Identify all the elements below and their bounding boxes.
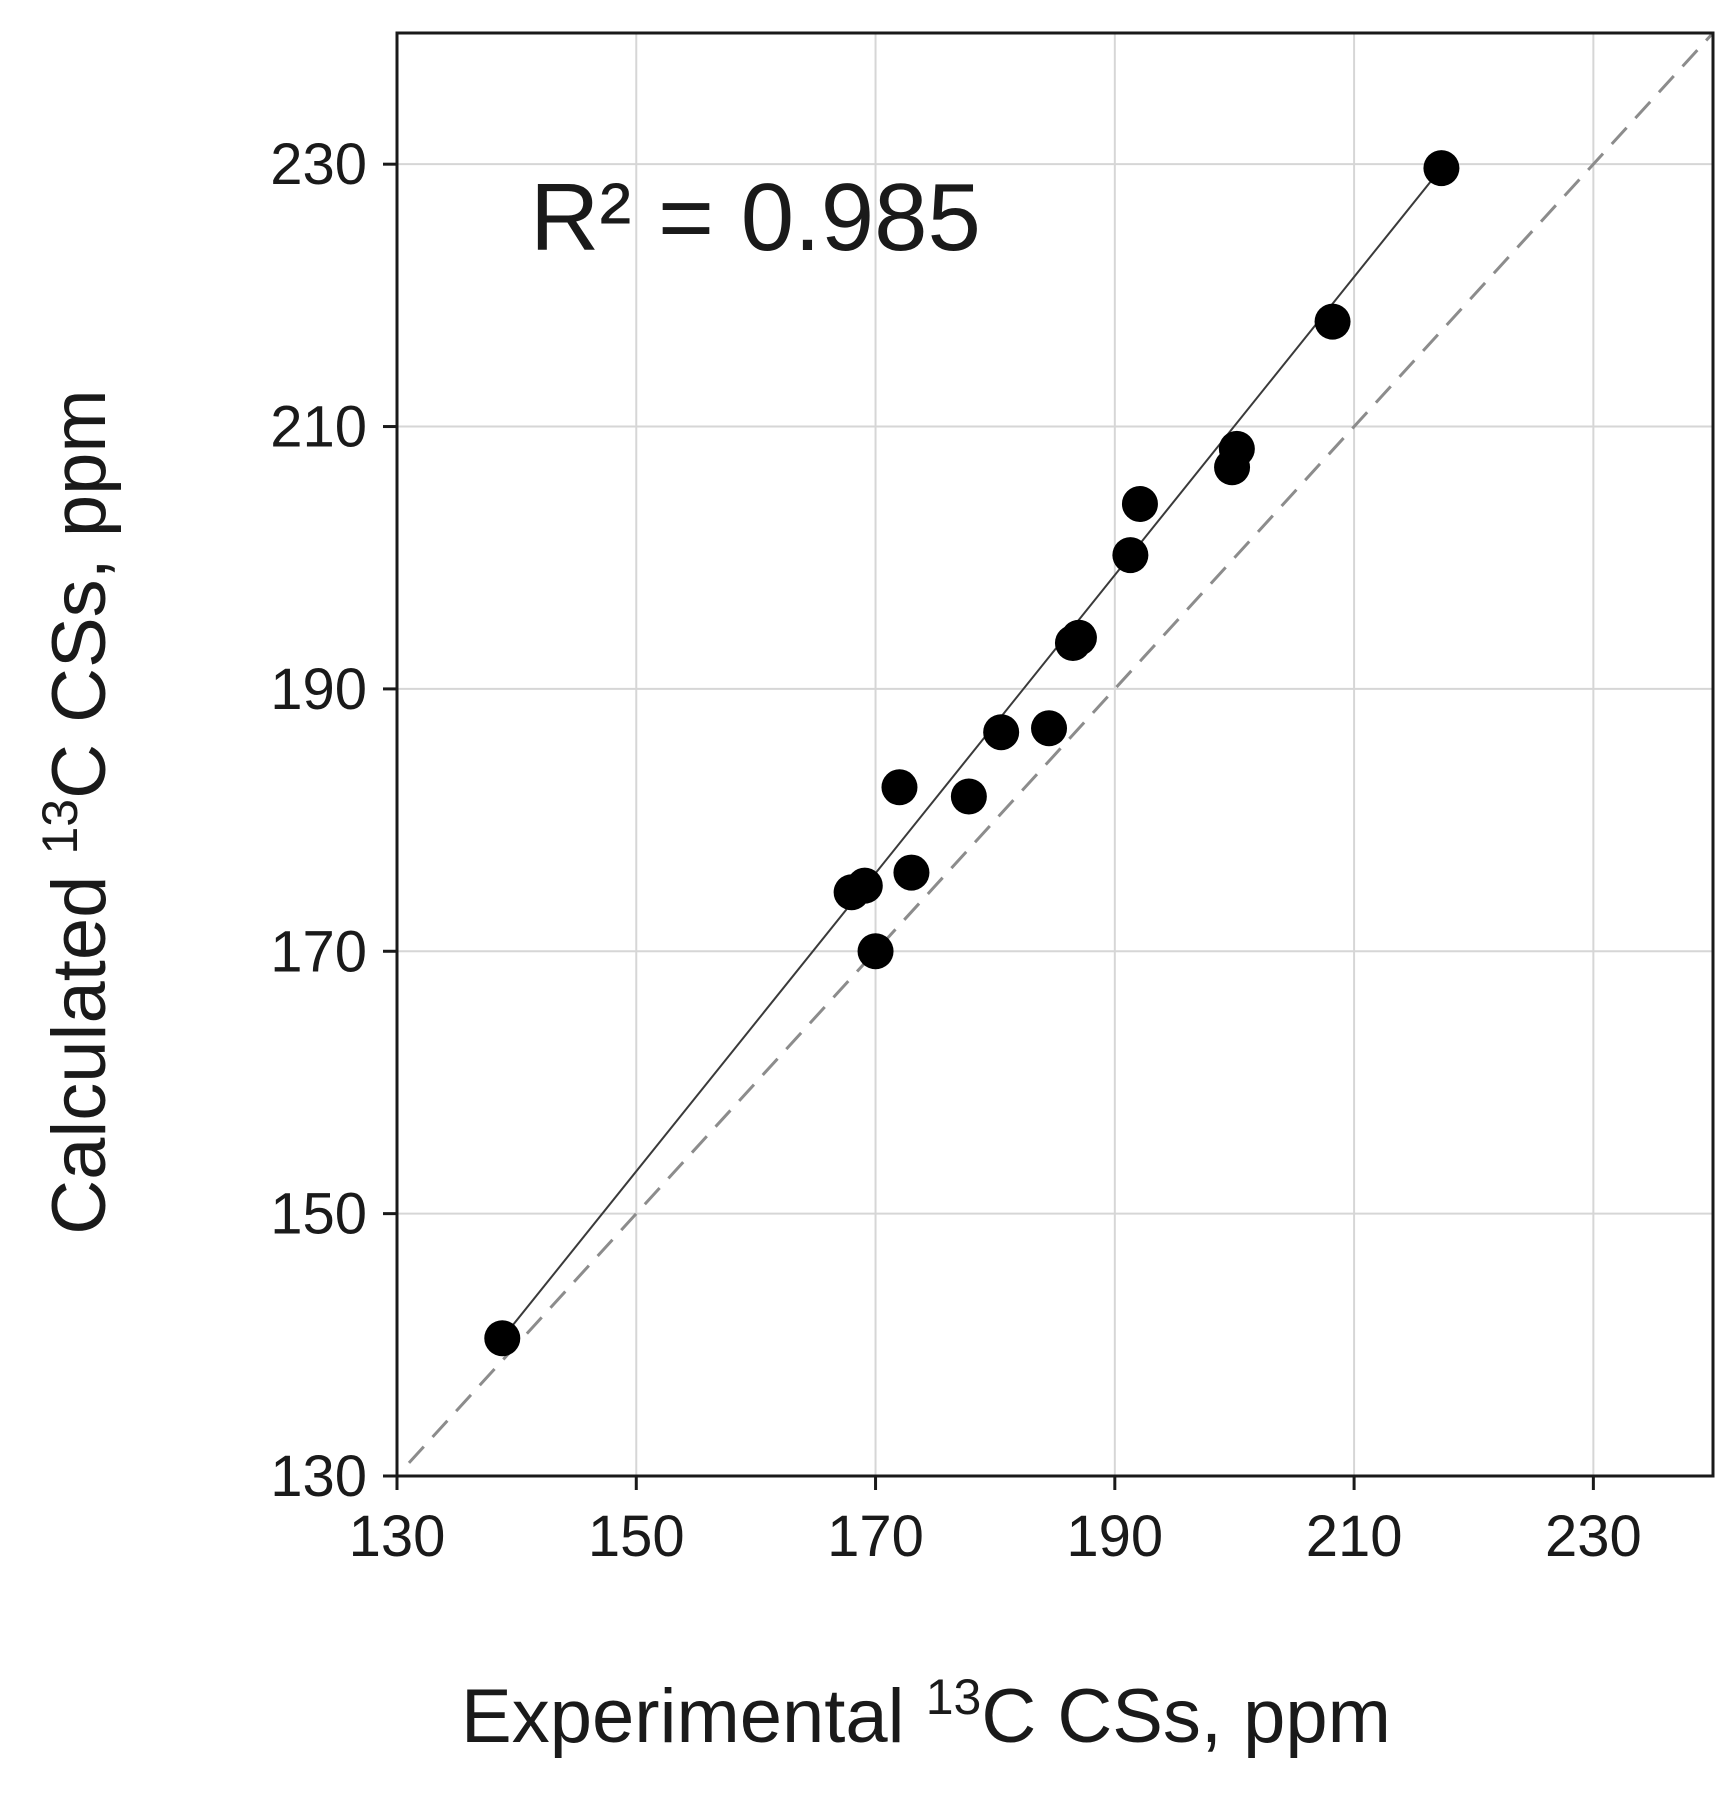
data-point (1031, 710, 1068, 747)
data-point (1060, 619, 1097, 656)
x-tick-label: 190 (1066, 1504, 1163, 1569)
x-tick-label: 150 (588, 1504, 685, 1569)
r-squared-annotation: R² = 0.985 (530, 164, 981, 271)
axis-ticks: 130 150 170 190 210 230 130 150 170 190 210 230 (270, 132, 1642, 1569)
x-tick-label: 210 (1306, 1504, 1403, 1569)
y-axis-title-suffix: C CSs, ppm (37, 389, 122, 799)
y-axis-title-prefix: Calculated (37, 855, 122, 1235)
x-tick-label: 170 (827, 1504, 924, 1569)
x-axis-title-sup: 13 (926, 1669, 982, 1725)
data-point (1314, 303, 1351, 340)
data-point (1121, 485, 1158, 522)
grid-lines (397, 33, 1713, 1476)
data-point (1423, 150, 1460, 187)
y-axis-title: Calculated 13C CSs, ppm (32, 389, 122, 1235)
data-points (484, 150, 1460, 1357)
data-point (893, 854, 930, 891)
data-point (484, 1320, 521, 1357)
regression-line (501, 167, 1443, 1339)
x-axis-title-prefix: Experimental (461, 1674, 926, 1759)
y-tick-label: 230 (270, 132, 367, 197)
y-axis-title-sup: 13 (32, 799, 88, 855)
data-point (857, 933, 894, 970)
reference-lines (407, 31, 1715, 1464)
data-point (983, 714, 1020, 751)
y-tick-label: 150 (270, 1182, 367, 1247)
identity-line (407, 31, 1715, 1464)
data-point (950, 778, 987, 815)
data-point (1218, 430, 1255, 467)
y-tick-label: 130 (270, 1444, 367, 1509)
data-point (881, 769, 918, 806)
x-tick-label: 130 (349, 1504, 446, 1569)
x-tick-label: 230 (1545, 1504, 1642, 1569)
data-point (1112, 537, 1149, 574)
y-tick-label: 210 (270, 395, 367, 460)
data-point (846, 867, 883, 904)
y-tick-label: 170 (270, 919, 367, 984)
x-axis-title: Experimental 13C CSs, ppm (461, 1669, 1391, 1759)
plot-frame (395, 31, 1715, 1478)
x-axis-title-suffix: C CSs, ppm (981, 1674, 1391, 1759)
y-tick-label: 190 (270, 657, 367, 722)
